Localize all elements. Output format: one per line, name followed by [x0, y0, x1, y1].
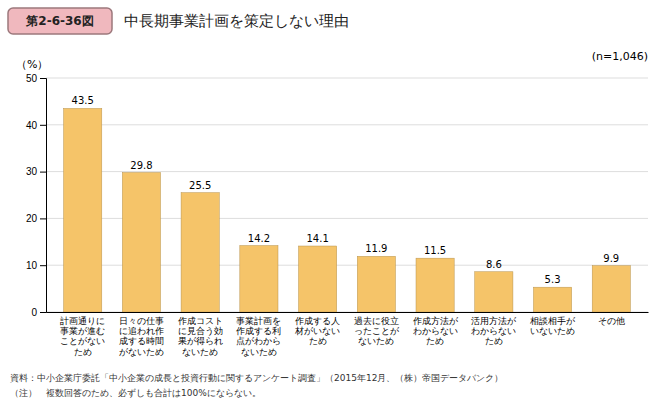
x-tick-label: 相談相手がいないため — [530, 316, 576, 336]
x-tick: 相談相手がいないため — [530, 312, 576, 336]
sample-size: (n=1,046) — [592, 50, 648, 63]
x-tick: 作成コストに見合う効果が得られないため — [177, 312, 223, 357]
bar — [64, 108, 102, 312]
y-tick-mark — [40, 265, 46, 266]
y-tick-mark — [40, 125, 46, 126]
x-axis: 計画通りに事業が進むことがないため日々の仕事に追われ作成する時間がないため作成コ… — [47, 312, 649, 357]
y-axis: 0 10 20 30 40 50 — [26, 73, 47, 318]
x-tick: 作成する人材がいないため — [294, 312, 340, 346]
y-tick-label: 20 — [26, 213, 38, 224]
y-tick: 50 — [26, 73, 46, 84]
bar — [181, 193, 219, 312]
bar — [475, 272, 513, 312]
x-tick: 活用方法がわからないため — [471, 312, 517, 346]
x-tick-label: 活用方法がわからないため — [471, 316, 517, 346]
title: 中長期事業計画を策定しない理由 — [124, 12, 349, 30]
grid-line — [46, 124, 648, 125]
y-tick-mark — [40, 78, 46, 79]
data-label: 9.9 — [603, 253, 619, 264]
bar — [122, 173, 160, 312]
x-tick-label: 日々の仕事に追われ作成する時間がないため — [119, 316, 164, 357]
data-label: 14.2 — [248, 233, 270, 244]
y-tick-label: 50 — [26, 73, 38, 84]
plot: 43.5 29.8 25.5 14.2 14.1 11.9 11.5 8.6 5.3 9.9 0 10… — [26, 73, 649, 357]
y-tick-label: 0 — [31, 307, 37, 318]
y-tick-mark — [40, 312, 46, 313]
data-label: 14.1 — [307, 233, 329, 244]
figure-label-box — [8, 8, 112, 34]
data-label: 5.3 — [545, 274, 561, 285]
x-tick-label: 事業計画を作成する利点がわからないため — [235, 316, 281, 357]
x-axis-line — [47, 312, 649, 313]
bar — [416, 258, 454, 312]
x-tick-label: その他 — [598, 316, 625, 326]
y-tick: 20 — [26, 213, 46, 224]
y-tick-label: 40 — [26, 120, 38, 131]
y-tick-label: 10 — [26, 260, 38, 271]
data-label: 11.9 — [365, 243, 387, 254]
x-tick: 作成方法がわからないため — [412, 312, 459, 346]
bars — [64, 108, 631, 312]
x-tick-label: 作成コストに見合う効果が得られないため — [177, 316, 223, 357]
bar — [240, 246, 278, 312]
grid-line — [46, 171, 648, 172]
data-label: 29.8 — [130, 160, 152, 171]
y-axis-line — [40, 79, 47, 313]
x-tick: その他 — [598, 312, 625, 326]
x-tick-label: 計画通りに事業が進むことがないため — [60, 316, 105, 357]
data-label: 8.6 — [486, 259, 502, 270]
grid-line — [46, 78, 648, 79]
grid — [46, 78, 648, 312]
y-tick-mark — [40, 218, 46, 219]
data-label: 25.5 — [189, 180, 211, 191]
data-label: 43.5 — [72, 95, 94, 106]
note: （注） 複数回答のため、必ずしも合計は100%にならない。 — [10, 388, 261, 398]
data-labels: 43.5 29.8 25.5 14.2 14.1 11.9 11.5 8.6 5.3 9.9 — [72, 95, 620, 285]
figure-label: 第2-6-36図 — [25, 14, 93, 28]
source: 資料：中小企業庁委託「中小企業の成長と投資行動に関するアンケート調査」（2015… — [10, 373, 503, 383]
bar — [533, 287, 571, 312]
data-label: 11.5 — [424, 245, 446, 256]
y-tick: 0 — [31, 307, 46, 318]
y-tick: 30 — [26, 166, 46, 177]
x-tick: 計画通りに事業が進むことがないため — [60, 312, 105, 357]
y-tick: 10 — [26, 260, 46, 271]
x-tick: 過去に役立ったことがないため — [354, 312, 400, 346]
bar — [357, 256, 395, 312]
y-tick-mark — [40, 172, 46, 173]
y-tick: 40 — [26, 120, 46, 131]
x-tick: 日々の仕事に追われ作成する時間がないため — [119, 312, 164, 357]
bar — [592, 266, 630, 312]
y-axis-label: （%） — [16, 58, 48, 71]
bar — [299, 246, 337, 312]
x-tick: 事業計画を作成する利点がわからないため — [235, 312, 281, 357]
chart: 第2-6-36図 中長期事業計画を策定しない理由 (n=1,046) 43.5 29.8… — [0, 0, 670, 407]
x-tick-label: 作成する人材がいないため — [294, 316, 340, 346]
figure-label-group: 第2-6-36図 — [8, 8, 112, 34]
y-tick-label: 30 — [26, 166, 38, 177]
x-tick-label: 過去に役立ったことがないため — [354, 316, 400, 346]
x-tick-label: 作成方法がわからないため — [412, 316, 459, 346]
